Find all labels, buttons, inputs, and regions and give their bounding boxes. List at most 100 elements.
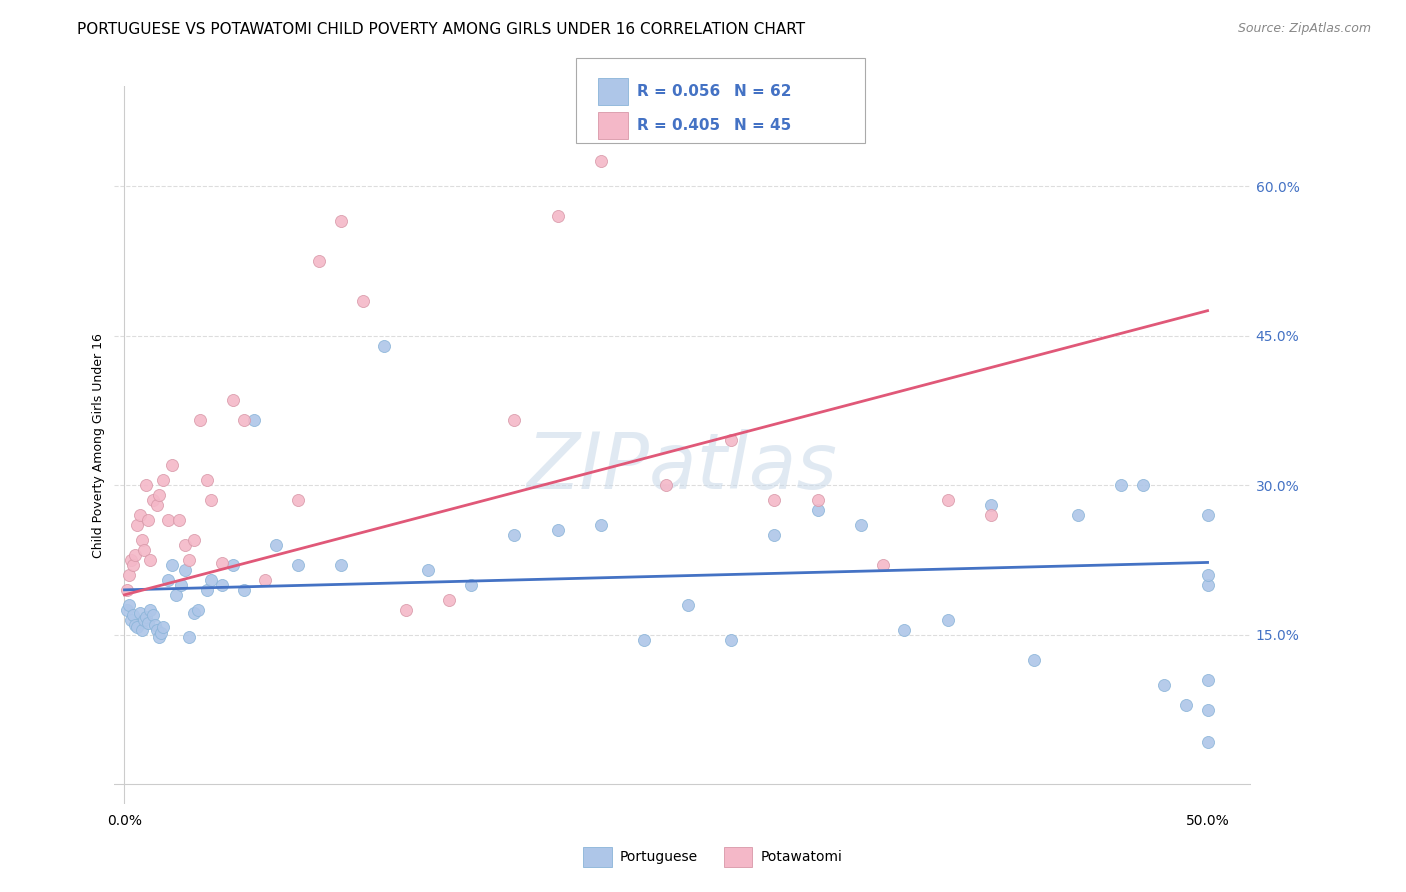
Point — [195, 582, 218, 597]
Point — [188, 413, 211, 427]
Point — [135, 609, 157, 624]
Point — [195, 473, 218, 487]
Point — [287, 558, 309, 572]
Point — [655, 478, 678, 492]
Point — [127, 620, 149, 634]
Text: N = 62: N = 62 — [734, 85, 792, 99]
Point — [254, 573, 277, 587]
Point — [131, 623, 153, 637]
Point — [118, 568, 141, 582]
Text: R = 0.405: R = 0.405 — [637, 119, 720, 133]
Point — [115, 582, 138, 597]
Point — [416, 563, 439, 577]
Point — [763, 493, 786, 508]
Point — [120, 553, 142, 567]
Point — [893, 623, 915, 637]
Text: Portuguese: Portuguese — [620, 850, 699, 864]
Point — [222, 393, 245, 408]
Point — [122, 558, 145, 572]
Point — [1132, 478, 1154, 492]
Point — [128, 606, 150, 620]
Point — [243, 413, 266, 427]
Point — [222, 558, 245, 572]
Point — [200, 573, 222, 587]
Point — [132, 543, 155, 558]
Point — [1174, 698, 1197, 712]
Point — [308, 253, 330, 268]
Point — [264, 538, 287, 552]
Point — [330, 214, 353, 228]
Point — [547, 523, 569, 537]
Point — [395, 603, 418, 617]
Point — [763, 528, 786, 542]
Point — [150, 625, 173, 640]
Point — [179, 630, 201, 644]
Point — [980, 498, 1002, 512]
Point — [1066, 508, 1088, 522]
Point — [352, 293, 374, 308]
Point — [1197, 702, 1219, 716]
Point — [936, 493, 959, 508]
Text: R = 0.056: R = 0.056 — [637, 85, 720, 99]
Point — [1109, 478, 1132, 492]
Point — [980, 508, 1002, 522]
Point — [183, 606, 205, 620]
Point — [589, 154, 612, 169]
Text: N = 45: N = 45 — [734, 119, 792, 133]
Point — [152, 620, 174, 634]
Point — [132, 613, 155, 627]
Point — [232, 413, 254, 427]
Point — [148, 488, 170, 502]
Point — [439, 592, 461, 607]
Point — [187, 603, 209, 617]
Point — [174, 538, 197, 552]
Point — [167, 513, 190, 527]
Point — [503, 528, 526, 542]
Point — [936, 613, 959, 627]
Point — [1197, 673, 1219, 687]
Point — [124, 548, 146, 562]
Text: PORTUGUESE VS POTAWATOMI CHILD POVERTY AMONG GIRLS UNDER 16 CORRELATION CHART: PORTUGUESE VS POTAWATOMI CHILD POVERTY A… — [77, 22, 806, 37]
Point — [460, 578, 482, 592]
Point — [872, 558, 894, 572]
Point — [146, 623, 169, 637]
Point — [1197, 508, 1219, 522]
Text: Source: ZipAtlas.com: Source: ZipAtlas.com — [1237, 22, 1371, 36]
Point — [136, 615, 159, 630]
Point — [211, 556, 233, 570]
Y-axis label: Child Poverty Among Girls Under 16: Child Poverty Among Girls Under 16 — [93, 333, 105, 558]
Point — [148, 630, 170, 644]
Point — [849, 518, 872, 533]
Point — [633, 632, 655, 647]
Point — [152, 473, 174, 487]
Point — [807, 493, 830, 508]
Point — [170, 578, 193, 592]
Point — [1024, 653, 1046, 667]
Point — [1197, 568, 1219, 582]
Point — [720, 434, 742, 448]
Point — [115, 603, 138, 617]
Point — [211, 578, 233, 592]
Point — [720, 632, 742, 647]
Point — [118, 598, 141, 612]
Point — [128, 508, 150, 522]
Point — [179, 553, 201, 567]
Point — [183, 533, 205, 547]
Text: ZIPatlas: ZIPatlas — [527, 429, 838, 505]
Point — [1197, 578, 1219, 592]
Point — [156, 573, 179, 587]
Point — [122, 607, 145, 622]
Point — [232, 582, 254, 597]
Point — [160, 458, 183, 473]
Point — [807, 503, 830, 517]
Point — [124, 617, 146, 632]
Point — [142, 607, 165, 622]
Point — [139, 553, 162, 567]
Point — [166, 588, 188, 602]
Point — [503, 413, 526, 427]
Point — [676, 598, 699, 612]
Point — [131, 533, 153, 547]
Point — [200, 493, 222, 508]
Point — [287, 493, 309, 508]
Point — [330, 558, 353, 572]
